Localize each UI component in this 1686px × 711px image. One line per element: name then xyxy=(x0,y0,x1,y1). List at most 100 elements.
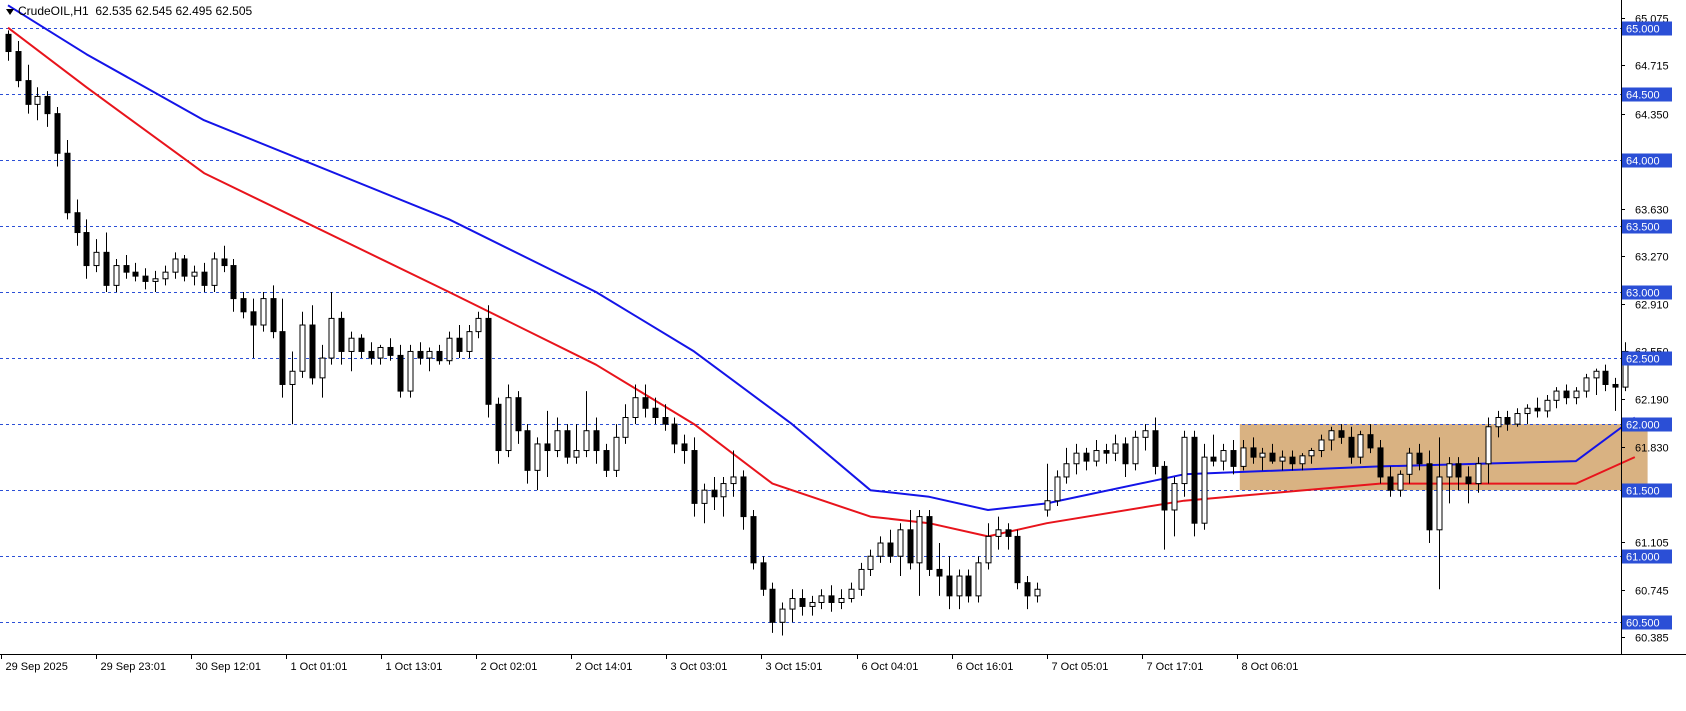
price-tick-label: 63.630 xyxy=(1635,205,1669,217)
level-label-bg xyxy=(1622,483,1672,498)
candle-body-bullish xyxy=(1054,476,1061,502)
candle-body-bearish xyxy=(691,450,698,504)
level-label: 62.500 xyxy=(1626,354,1660,366)
candle-body-bullish xyxy=(916,516,923,564)
candle-body-bearish xyxy=(1563,390,1570,399)
level-label: 60.500 xyxy=(1626,618,1660,630)
time-tick-label: 1 Oct 01:01 xyxy=(291,661,348,673)
candle-body-bullish xyxy=(622,417,629,438)
level-label-bg xyxy=(1622,351,1672,366)
moving-average-layer xyxy=(7,4,1636,538)
candle-body-bullish xyxy=(956,575,963,597)
candle-body-bullish xyxy=(1328,430,1335,441)
candle-body-bullish xyxy=(1240,447,1247,467)
candle-body-bearish xyxy=(64,152,71,214)
candle-body-bearish xyxy=(270,298,277,333)
candle-body-bearish xyxy=(417,350,424,359)
candle-body-bearish xyxy=(887,542,894,557)
candle-body-bearish xyxy=(946,575,953,597)
candle-body-bearish xyxy=(54,113,61,154)
candle-body-bullish xyxy=(426,350,433,359)
level-label: 61.000 xyxy=(1626,552,1660,564)
candle-body-bullish xyxy=(701,489,708,504)
candle-body-bullish xyxy=(1132,436,1139,465)
candle-body-bullish xyxy=(162,271,169,280)
candle-body-bearish xyxy=(593,430,600,452)
candle-body-bearish xyxy=(1465,476,1472,485)
candle-body-bullish xyxy=(858,568,865,590)
candle-body-bearish xyxy=(1210,456,1217,462)
candle-body-bearish xyxy=(1122,443,1129,465)
candle-body-bullish xyxy=(1593,370,1600,379)
time-tick-label: 6 Oct 04:01 xyxy=(862,661,919,673)
candle-body-bullish xyxy=(191,271,198,277)
chart-frame xyxy=(0,0,1686,655)
candle-body-bullish xyxy=(1220,450,1227,462)
candle-body-bearish xyxy=(515,397,522,432)
candle-body-bullish xyxy=(583,430,590,452)
candle-body-bearish xyxy=(769,588,776,623)
candle-body-bullish xyxy=(1397,473,1404,491)
consolidation-zone xyxy=(1239,424,1648,491)
candle-body-bearish xyxy=(926,516,933,570)
candle-body-bullish xyxy=(1142,430,1149,438)
candle-body-bearish xyxy=(387,346,394,356)
price-tick-label: 64.350 xyxy=(1635,110,1669,122)
candle-body-bearish xyxy=(1161,465,1168,511)
time-tick-label: 30 Sep 12:01 xyxy=(196,661,261,673)
candle-body-bearish xyxy=(1014,535,1021,584)
candle-body-bearish xyxy=(671,423,678,445)
candle-body-bullish xyxy=(348,337,355,352)
candle-body-bullish xyxy=(1446,463,1453,478)
candle-body-bullish xyxy=(466,331,473,352)
candle-body-bullish xyxy=(573,450,580,458)
candle-body-bearish xyxy=(436,350,443,362)
candle-body-bearish xyxy=(44,95,51,115)
candle-body-bullish xyxy=(1073,452,1080,465)
level-label-bg xyxy=(1622,219,1672,234)
candle-body-bearish xyxy=(1338,430,1345,438)
time-tick-label: 2 Oct 02:01 xyxy=(481,661,538,673)
candle-body-bearish xyxy=(1367,434,1374,449)
time-tick-label: 2 Oct 14:01 xyxy=(576,661,633,673)
candle-body-bearish xyxy=(240,298,247,313)
candle-body-bearish xyxy=(1602,370,1609,385)
level-label-bg xyxy=(1622,21,1672,36)
candle-body-bearish xyxy=(74,212,81,234)
candle-body-bullish xyxy=(1622,350,1629,388)
candle-body-bullish xyxy=(818,595,825,603)
candle-body-bearish xyxy=(799,598,806,607)
candle-body-bearish xyxy=(1250,447,1257,458)
candle-body-bullish xyxy=(1357,434,1364,458)
candle-body-bullish xyxy=(1044,500,1051,511)
dropdown-triangle-icon[interactable] xyxy=(6,8,14,15)
candle-body-bullish xyxy=(1553,390,1560,401)
time-tick-label: 3 Oct 03:01 xyxy=(671,661,728,673)
candle-body-bullish xyxy=(1299,455,1306,465)
level-label: 64.000 xyxy=(1626,156,1660,168)
candle-body-bearish xyxy=(1269,452,1276,462)
candle-body-bullish xyxy=(1259,452,1266,458)
moving-average-fast xyxy=(7,26,1636,538)
time-tick-label: 29 Sep 2025 xyxy=(6,661,68,673)
level-label: 62.000 xyxy=(1626,420,1660,432)
candle-body-bullish xyxy=(446,337,453,362)
candle-body-bearish xyxy=(1426,463,1433,531)
candle-body-bullish xyxy=(534,443,541,471)
level-label-bg xyxy=(1622,615,1672,630)
candle-body-bullish xyxy=(1583,377,1590,392)
symbol-header[interactable]: CrudeOIL,H1 62.535 62.545 62.495 62.505 xyxy=(6,4,252,18)
candle-body-bullish xyxy=(211,258,218,286)
candle-body-bullish xyxy=(1436,476,1443,531)
candle-body-bearish xyxy=(564,430,571,458)
candle-body-bearish xyxy=(1348,436,1355,458)
candle-body-bullish xyxy=(152,278,159,282)
candle-body-bullish xyxy=(1475,463,1482,485)
candle-body-bullish xyxy=(730,476,737,485)
candle-body-bullish xyxy=(1406,452,1413,475)
candle-body-bullish xyxy=(475,317,482,333)
candle-body-bearish xyxy=(544,443,551,452)
candle-body-bearish xyxy=(965,575,972,597)
candle-body-bearish xyxy=(201,271,208,286)
